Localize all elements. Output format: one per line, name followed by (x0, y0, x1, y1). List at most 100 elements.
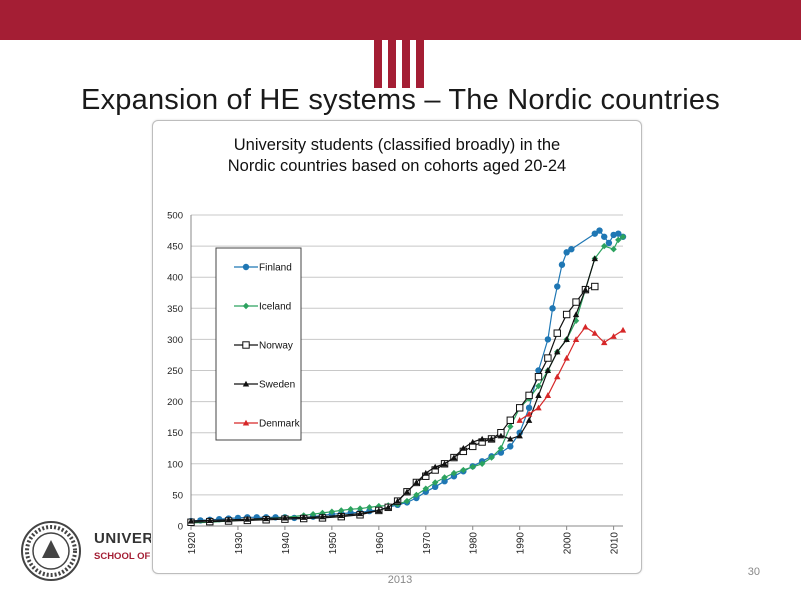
y-tick-label: 100 (167, 459, 183, 470)
data-point-iceland (535, 382, 542, 390)
x-tick-label: 1950 (328, 532, 339, 555)
data-point-sweden (300, 514, 307, 520)
legend-marker-denmark (242, 419, 250, 426)
chart-plot: 0 50 100 150 200 250 300 350 400 450 500 1920 1930 19… (167, 211, 627, 555)
data-point-sweden (413, 479, 420, 486)
data-point-finland (591, 230, 599, 237)
legend-marker-finland (242, 263, 250, 271)
x-tick-label: 1990 (516, 532, 527, 555)
data-point-sweden (385, 504, 392, 510)
university-seal-icon (21, 521, 81, 581)
data-point-sweden (244, 515, 251, 522)
x-tick-label: 2010 (610, 532, 621, 555)
data-point-iceland (619, 233, 627, 240)
data-point-denmark (535, 404, 542, 411)
data-point-iceland (478, 460, 486, 467)
series-line-norway (190, 285, 595, 523)
data-point-denmark (572, 336, 580, 342)
university-name: UNIVERSITY OF ICELAND (94, 530, 151, 547)
data-point-iceland (488, 454, 495, 461)
data-point-finland (596, 227, 603, 234)
series-line-sweden (190, 258, 596, 522)
data-point-iceland (431, 479, 439, 486)
legend-label-denmark: Denmark (259, 419, 301, 430)
data-point-sweden (507, 435, 514, 442)
data-point-sweden (187, 517, 195, 524)
data-point-sweden (375, 507, 383, 514)
data-point-sweden (450, 454, 458, 461)
legend-marker-sweden (242, 380, 250, 387)
data-point-iceland (413, 491, 420, 499)
university-branding: UNIVERSITY OF ICELAND SCHOOL OF EDUCATIO… (94, 530, 151, 562)
data-point-sweden (460, 445, 467, 451)
chart-title: University students (classified broadly)… (153, 135, 641, 177)
data-point-norway (591, 282, 599, 291)
chart-frame: University students (classified broadly)… (152, 120, 642, 574)
data-point-iceland (356, 505, 364, 512)
data-point-norway (544, 354, 552, 362)
data-point-denmark (619, 326, 627, 333)
data-point-finland (615, 230, 622, 237)
data-point-iceland (507, 423, 514, 430)
legend-box (215, 247, 302, 441)
data-point-iceland (338, 507, 345, 514)
legend-marker-norway (242, 341, 250, 349)
footer-year: 2013 (387, 574, 413, 586)
data-point-denmark (591, 329, 599, 336)
data-point-iceland (572, 317, 580, 324)
y-tick-label: 0 (178, 522, 183, 533)
data-point-sweden (554, 348, 561, 355)
data-point-denmark (563, 354, 570, 361)
data-point-sweden (356, 510, 364, 517)
x-tick-label: 1960 (375, 532, 386, 555)
legend-label-finland: Finland (259, 263, 292, 274)
y-tick-label: 200 (167, 397, 183, 408)
data-point-sweden (262, 515, 270, 522)
slide-title: Expansion of HE systems – The Nordic cou… (81, 84, 720, 116)
data-point-sweden (525, 417, 533, 423)
data-point-finland (554, 283, 561, 290)
data-point-norway (506, 416, 515, 424)
data-point-sweden (478, 435, 486, 442)
chart-title-line1: University students (classified broadly)… (233, 136, 561, 154)
data-point-sweden (535, 392, 542, 398)
y-tick-label: 400 (167, 273, 183, 284)
data-point-iceland (422, 485, 429, 492)
x-tick-label: 2000 (563, 532, 574, 555)
y-tick-label: 300 (167, 335, 183, 346)
data-point-denmark (601, 339, 608, 346)
data-point-finland (549, 305, 556, 312)
data-point-sweden (591, 255, 599, 262)
data-point-finland (535, 367, 542, 374)
data-point-sweden (422, 469, 429, 476)
data-point-sweden (469, 438, 476, 445)
chart-title-line2: Nordic countries based on cohorts aged 2… (227, 157, 567, 175)
data-point-iceland (309, 510, 317, 518)
data-point-denmark (554, 373, 561, 380)
data-point-iceland (460, 466, 467, 474)
data-point-norway (553, 329, 561, 337)
data-point-norway (534, 373, 543, 381)
pillars-icon (360, 18, 440, 88)
data-point-iceland (347, 506, 354, 513)
data-point-finland (605, 239, 613, 247)
data-point-iceland (601, 242, 608, 250)
data-point-denmark (525, 410, 533, 417)
data-point-finland (558, 261, 566, 268)
data-point-finland (507, 443, 514, 450)
data-point-iceland (441, 474, 448, 481)
data-point-denmark (582, 323, 589, 330)
legend-label-sweden: Sweden (259, 380, 295, 391)
data-point-sweden (431, 463, 439, 470)
data-point-sweden (497, 432, 505, 439)
x-tick-label: 1930 (234, 532, 245, 555)
y-tick-label: 150 (167, 428, 183, 439)
data-point-denmark (544, 392, 552, 398)
data-point-sweden (488, 435, 495, 442)
y-tick-label: 450 (167, 242, 183, 253)
data-point-sweden (394, 497, 401, 504)
y-tick-label: 250 (167, 366, 183, 377)
data-point-denmark (516, 417, 523, 423)
x-tick-label: 1980 (469, 532, 480, 555)
data-point-iceland (328, 508, 336, 515)
